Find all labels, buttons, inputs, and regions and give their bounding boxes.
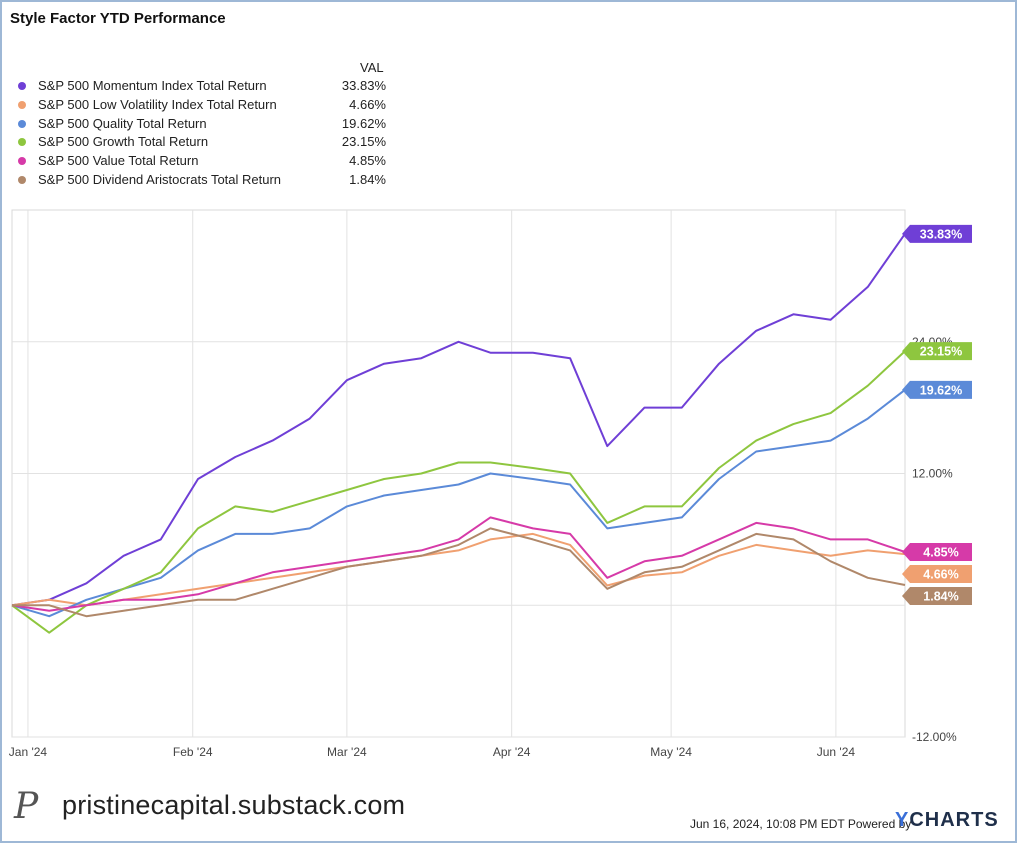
end-tag-3 — [902, 342, 972, 361]
legend-entry[interactable]: S&P 500 Momentum Index Total Return 33.83… — [18, 78, 398, 96]
y-tick-label: -12.00% — [912, 730, 957, 744]
series-line-0 — [11, 233, 906, 607]
ycharts-logo: YCHARTS — [895, 809, 999, 832]
legend-entry[interactable]: S&P 500 Value Total Return 4.85% — [18, 153, 398, 171]
legend-series-value: 23.15% — [341, 134, 386, 150]
end-tag-label-4: 4.85% — [923, 546, 958, 560]
legend-entry[interactable]: S&P 500 Dividend Aristocrats Total Retur… — [18, 172, 398, 190]
series-line-3 — [11, 350, 906, 634]
series-line-4 — [11, 516, 906, 612]
end-tag-label-0: 33.83% — [920, 227, 962, 241]
footer-site-url[interactable]: pristinecapital.substack.com — [62, 790, 406, 820]
legend-series-name: S&P 500 Value Total Return — [38, 153, 199, 169]
x-tick-label: Jan '24 — [9, 745, 48, 759]
legend-series-value: 19.62% — [341, 115, 386, 131]
end-tag-0 — [902, 224, 972, 243]
end-tag-label-5: 1.84% — [923, 590, 958, 604]
legend-entry[interactable]: S&P 500 Growth Total Return 23.15% — [18, 134, 398, 152]
end-tag-label-3: 23.15% — [920, 345, 962, 359]
legend-series-name: S&P 500 Low Volatility Index Total Retur… — [38, 96, 277, 112]
legend-series-name: S&P 500 Dividend Aristocrats Total Retur… — [38, 172, 282, 187]
pristine-capital-logo: P — [14, 786, 39, 827]
x-tick-label: Mar '24 — [327, 745, 367, 759]
ycharts-logo-y: Y — [895, 809, 910, 831]
legend-dot-icon — [18, 138, 26, 147]
end-tag-label-2: 19.62% — [920, 383, 962, 397]
legend-series-name: S&P 500 Quality Total Return — [38, 115, 207, 131]
x-tick-label: Feb '24 — [173, 745, 213, 759]
legend-series-name: S&P 500 Growth Total Return — [38, 134, 209, 150]
legend-series-name: S&P 500 Momentum Index Total Return — [38, 78, 267, 93]
legend-dot-icon — [18, 176, 26, 184]
ycharts-logo-text: CHARTS — [909, 809, 999, 831]
chart-title: Style Factor YTD Performance — [10, 10, 226, 27]
end-tag-label-1: 4.66% — [923, 568, 958, 582]
end-tag-2 — [902, 380, 972, 399]
x-tick-label: Jun '24 — [817, 745, 856, 759]
series-line-5 — [12, 527, 906, 618]
legend-dot-icon — [18, 119, 26, 128]
end-tag-4 — [902, 543, 972, 562]
legend-series-value: 1.84% — [349, 172, 386, 187]
legend-dot-icon — [18, 157, 26, 166]
end-tag-5 — [902, 587, 972, 606]
x-tick-label: Apr '24 — [493, 745, 531, 759]
legend-series-value: 4.85% — [349, 153, 386, 169]
series-line-2 — [11, 389, 906, 618]
series-line-1 — [11, 532, 906, 607]
legend-series-value: 33.83% — [341, 78, 386, 93]
end-tag-1 — [902, 565, 972, 584]
legend-dot-icon — [18, 100, 26, 109]
legend-dot-icon — [18, 82, 26, 90]
y-tick-label: 12.00% — [912, 467, 953, 481]
legend-entry[interactable]: S&P 500 Low Volatility Index Total Retur… — [18, 97, 398, 115]
x-tick-label: May '24 — [650, 745, 692, 759]
legend-entry[interactable]: S&P 500 Quality Total Return 19.62% — [18, 116, 398, 134]
legend-series-value: 4.66% — [349, 96, 386, 112]
legend-header: VAL — [360, 60, 384, 75]
footer-timestamp: Jun 16, 2024, 10:08 PM EDT Powered by — [690, 817, 912, 831]
